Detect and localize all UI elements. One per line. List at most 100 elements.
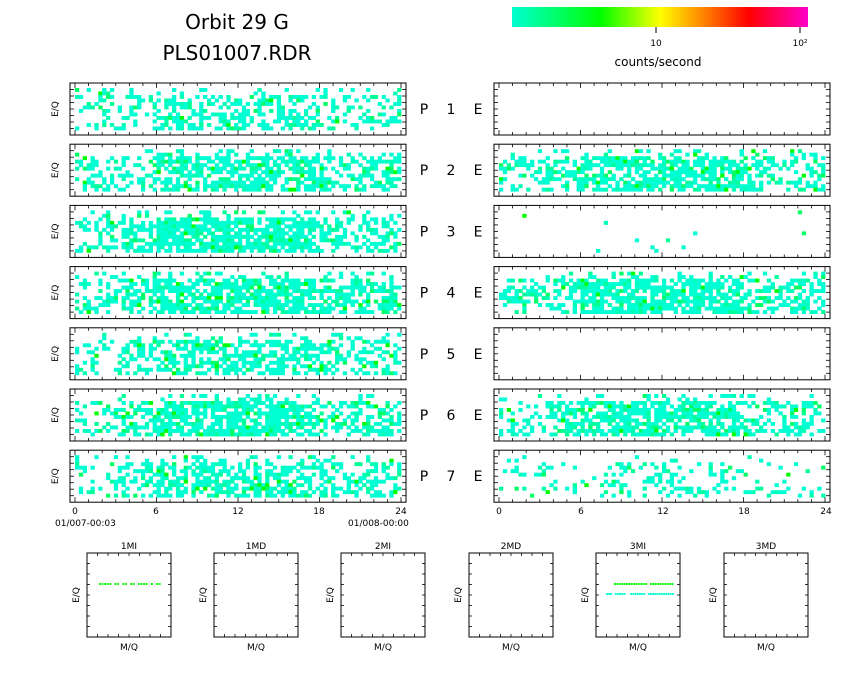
p-pixel [338, 303, 344, 307]
e-pixel [642, 432, 647, 437]
p-pixel [160, 224, 165, 229]
e-pixel [510, 429, 515, 433]
p-pixel [389, 275, 394, 279]
p-pixel [327, 224, 332, 229]
p-pixel [199, 123, 204, 127]
e-pixel [506, 429, 512, 433]
p-pixel [269, 408, 274, 412]
p-pixel [98, 238, 103, 243]
e-pixel [603, 278, 609, 283]
p-pixel [203, 180, 208, 185]
p-pixel [195, 415, 200, 419]
p-pixel [75, 350, 80, 355]
e-pixel [743, 184, 748, 189]
p-pixel [269, 126, 274, 131]
p-pixel [195, 282, 200, 286]
e-pixel [747, 187, 752, 192]
p-pixel [284, 238, 289, 243]
p-pixel [144, 278, 150, 283]
p-pixel [199, 88, 204, 92]
e-pixel [634, 404, 640, 409]
p-pixel [82, 343, 88, 348]
p-pixel [121, 213, 126, 218]
p-pixel [245, 238, 251, 243]
p-pixel [265, 415, 270, 419]
p-pixel [187, 415, 192, 419]
p-pixel [183, 248, 188, 253]
p-pixel [98, 234, 103, 239]
p-pixel [335, 303, 340, 307]
p-pixel [265, 303, 270, 307]
p-pixel [214, 404, 219, 409]
e-pixel [731, 170, 737, 175]
e-pixel [681, 177, 686, 182]
panel-label-channel: 2 [447, 163, 456, 179]
p-pixel [331, 425, 336, 430]
p-pixel [156, 217, 161, 222]
p-pixel [319, 364, 324, 369]
p-pixel [156, 227, 161, 232]
p-pixel [249, 310, 254, 314]
p-pixel [191, 234, 196, 239]
e-pixel [576, 429, 581, 433]
p-pixel [218, 282, 223, 286]
p-pixel [156, 116, 161, 120]
e-pixel [592, 404, 597, 409]
e-pixel [553, 289, 558, 293]
p-pixel [241, 159, 247, 164]
p-pixel [342, 184, 348, 189]
p-pixel [206, 339, 212, 344]
p-pixel [210, 166, 216, 171]
p-pixel [257, 248, 262, 253]
p-pixel [156, 109, 161, 113]
e-pixel [654, 418, 659, 423]
p-pixel [214, 217, 219, 222]
p-pixel [362, 357, 367, 362]
e-pixel [700, 177, 706, 182]
p-pixel [234, 310, 239, 314]
p-pixel [175, 303, 181, 307]
p-pixel [284, 187, 289, 192]
e-pixel [766, 159, 772, 164]
p-pixel [245, 408, 251, 412]
e-pixel [580, 422, 585, 426]
p-pixel [272, 149, 278, 154]
p-pixel [272, 177, 278, 182]
e-pixel [646, 180, 651, 185]
p-pixel [272, 231, 278, 236]
p-pixel [288, 109, 293, 113]
p-pixel [272, 180, 278, 185]
p-pixel [168, 282, 173, 286]
p-pixel [311, 173, 317, 178]
e-pixel [576, 299, 581, 304]
p-pixel [303, 310, 309, 314]
p-pixel [241, 422, 247, 426]
e-pixel [778, 289, 783, 293]
p-pixel [245, 109, 251, 113]
p-pixel [183, 184, 188, 189]
e-pixel [770, 282, 775, 286]
p-pixel [98, 296, 103, 300]
p-pixel [230, 404, 235, 409]
e-pixel [580, 292, 585, 297]
e-pixel [615, 156, 620, 161]
e-pixel [716, 282, 721, 286]
e-pixel [650, 404, 655, 409]
e-pixel [681, 310, 686, 314]
p-pixel [241, 105, 247, 110]
p-pixel [98, 303, 103, 307]
p-pixel [257, 282, 262, 286]
e-pixel [774, 296, 779, 300]
p-pixel [257, 357, 262, 362]
p-pixel [393, 350, 398, 355]
p-pixel [300, 299, 305, 304]
e-pixel [724, 303, 729, 307]
p-pixel [102, 227, 107, 232]
p-pixel [338, 173, 344, 178]
p-pixel [175, 123, 181, 127]
e-pixel [619, 271, 624, 276]
p-pixel [292, 310, 297, 314]
e-pixel [646, 422, 651, 426]
p-pixel [362, 170, 367, 175]
p-pixel [377, 411, 382, 416]
